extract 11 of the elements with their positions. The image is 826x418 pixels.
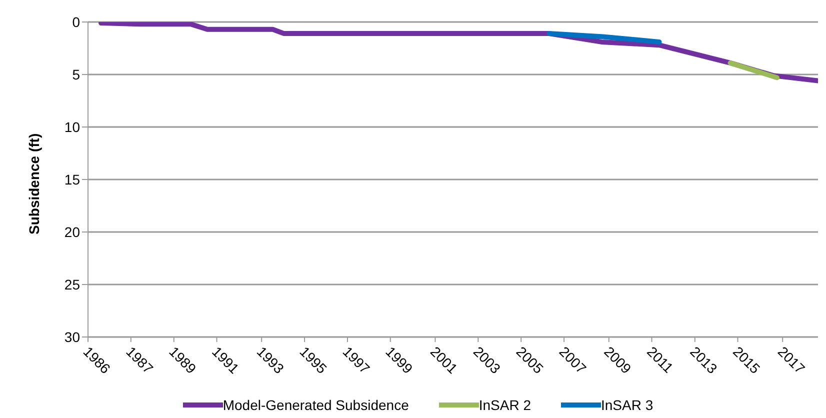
y-tick-label: 30: [64, 328, 80, 345]
y-tick-label: 5: [72, 66, 80, 82]
legend-label: Model-Generated Subsidence: [222, 397, 409, 413]
y-tick-label: 20: [64, 224, 80, 240]
y-axis-title: Subsidence (ft): [26, 133, 42, 234]
y-tick-label: 25: [64, 276, 80, 292]
y-tick-label: 0: [72, 14, 80, 30]
y-tick-label: 15: [64, 171, 80, 188]
legend-label: InSAR 2: [478, 397, 531, 413]
legend-label: InSAR 3: [601, 397, 654, 413]
y-tick-label: 10: [64, 118, 80, 135]
